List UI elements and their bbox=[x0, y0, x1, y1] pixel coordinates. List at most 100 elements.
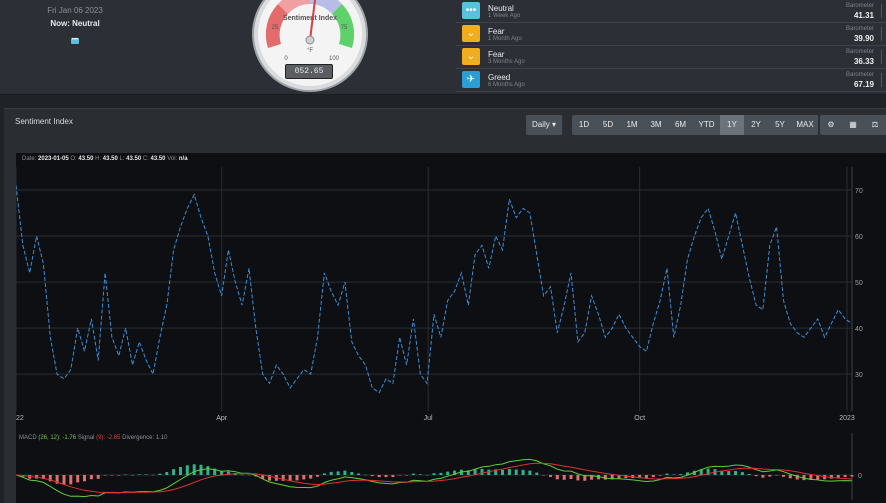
macd-histogram-bar bbox=[816, 475, 820, 480]
range-1y[interactable]: 1Y bbox=[720, 115, 745, 135]
macd-histogram-bar bbox=[411, 473, 415, 475]
macd-histogram-bar bbox=[651, 475, 655, 478]
macd-histogram-bar bbox=[754, 475, 758, 477]
macd-histogram-bar bbox=[494, 469, 498, 475]
gauge-tick-25: 25 bbox=[272, 25, 279, 31]
y-tick-label: 60 bbox=[855, 234, 863, 241]
macd-histogram-bar bbox=[288, 475, 292, 481]
scale-icon[interactable]: ⚖ bbox=[864, 115, 886, 135]
interval-dropdown[interactable]: Daily ▾ bbox=[526, 115, 563, 135]
range-ytd[interactable]: YTD bbox=[693, 115, 721, 135]
macd-histogram-bar bbox=[309, 475, 313, 479]
macd-histogram-bar bbox=[144, 474, 148, 475]
macd-div-label: Divergence: bbox=[122, 435, 155, 441]
gauge-readout: 052.65 bbox=[285, 64, 333, 79]
history-ago: 1 Week Ago bbox=[488, 13, 521, 19]
history-value: 67.19 bbox=[853, 80, 874, 89]
macd-histogram-bar bbox=[727, 471, 731, 475]
macd-histogram-bar bbox=[501, 469, 504, 475]
macd-histogram-bar bbox=[603, 475, 607, 480]
range-6m[interactable]: 6M bbox=[668, 115, 694, 135]
history-name: Fear bbox=[488, 27, 505, 36]
macd-histogram-bar bbox=[220, 471, 224, 475]
ohlc-close: 43.50 bbox=[150, 156, 166, 162]
macd-histogram-bar bbox=[62, 475, 66, 485]
gauge-tick-100: 100 bbox=[329, 56, 340, 62]
macd-histogram-bar bbox=[576, 475, 580, 481]
history-row[interactable]: ⌄ Fear 1 Month Ago Barometer 39.90 bbox=[456, 23, 886, 46]
history-name: Neutral bbox=[488, 4, 514, 13]
ohlc-open-label: O: bbox=[70, 156, 77, 162]
range-5d[interactable]: 5D bbox=[596, 115, 621, 135]
range-3m[interactable]: 3M bbox=[644, 115, 669, 135]
range-max[interactable]: MAX bbox=[792, 115, 819, 135]
macd-histogram-bar bbox=[83, 475, 86, 482]
macd-histogram-bar bbox=[55, 475, 59, 484]
range-2y[interactable]: 2Y bbox=[744, 115, 769, 135]
history-label: Barometer bbox=[845, 3, 874, 9]
panel-title: Sentiment Index bbox=[15, 117, 73, 126]
y-tick-label: 30 bbox=[855, 372, 863, 379]
macd-histogram-bar bbox=[507, 469, 511, 475]
calculator-icon[interactable]: ▦ bbox=[842, 115, 865, 135]
macd-histogram-bar bbox=[439, 472, 443, 475]
history-row[interactable]: ✈ Greed 6 Months Ago Barometer 67.19 bbox=[456, 69, 886, 92]
macd-histogram-bar bbox=[665, 473, 669, 475]
sentiment-gauge: Sentiment Index 0 25 75 100 °F bbox=[252, 0, 368, 92]
macd-value: -1.76 bbox=[62, 435, 77, 441]
history-ago: 1 Month Ago bbox=[488, 36, 522, 42]
gauge-needle bbox=[309, 0, 316, 41]
history-name: Fear bbox=[488, 50, 505, 59]
history-row[interactable]: ••• Neutral 1 Week Ago Barometer 41.31 bbox=[456, 0, 886, 23]
macd-histogram-bar bbox=[213, 468, 217, 475]
macd-histogram-bar bbox=[398, 475, 402, 476]
macd-histogram-bar bbox=[137, 474, 141, 475]
history-ago: 6 Months Ago bbox=[488, 82, 525, 88]
macd-histogram-bar bbox=[535, 472, 539, 475]
macd-histogram-bar bbox=[843, 475, 847, 477]
history-label: Barometer bbox=[845, 26, 874, 32]
macd-histogram-bar bbox=[117, 475, 121, 476]
range-1d[interactable]: 1D bbox=[572, 115, 597, 135]
macd-histogram-bar bbox=[528, 470, 532, 475]
ohlc-date: 2023-01-05 bbox=[38, 156, 69, 162]
macd-histogram-bar bbox=[706, 468, 710, 475]
chart-area[interactable]: 30 40 50 60 70 2022 Apr Jul Oct 2023 0 Date: 2023-… bbox=[16, 153, 886, 503]
macd-histogram-bar bbox=[370, 475, 374, 477]
macd-histogram-bar bbox=[165, 472, 169, 475]
range-5y[interactable]: 5Y bbox=[768, 115, 793, 135]
macd-line bbox=[16, 458, 853, 498]
chart-panel: Sentiment Index Daily ▾ 1D 5D 1M 3M 6M Y… bbox=[4, 108, 886, 503]
macd-histogram-bar bbox=[425, 474, 429, 476]
macd-histogram-bar bbox=[597, 475, 600, 480]
ohlc-low-label: L: bbox=[119, 156, 125, 162]
macd-histogram-bar bbox=[281, 475, 285, 481]
chevron-down-icon: ⌄ bbox=[462, 25, 480, 42]
macd-histogram-bar bbox=[549, 475, 552, 477]
macd-histogram-bar bbox=[185, 465, 189, 475]
macd-histogram-bar bbox=[350, 472, 354, 475]
macd-histogram-bar bbox=[302, 475, 306, 480]
macd-histogram-bar bbox=[521, 469, 525, 475]
row-divider bbox=[881, 27, 886, 41]
history-value: 41.31 bbox=[853, 11, 874, 20]
macd-histogram-bar bbox=[686, 472, 689, 475]
macd-histogram-bar bbox=[617, 475, 621, 479]
range-1m[interactable]: 1M bbox=[620, 115, 645, 135]
macd-histogram-bar bbox=[809, 475, 813, 480]
ohlc-readout: Date: 2023-01-05 O: 43.50 H: 43.50 L: 43… bbox=[22, 156, 188, 162]
macd-histogram-bar bbox=[124, 474, 128, 475]
macd-histogram-bar bbox=[734, 471, 737, 475]
x-tick-label: Jul bbox=[424, 415, 433, 422]
history-row[interactable]: ⌄ Fear 3 Months Ago Barometer 36.33 bbox=[456, 46, 886, 69]
macd-histogram-bar bbox=[179, 467, 182, 475]
macd-histogram-bar bbox=[679, 474, 683, 475]
indicators-icon[interactable]: ⚙ bbox=[820, 115, 843, 135]
ohlc-vol-label: Vol: bbox=[167, 156, 178, 162]
macd-params: (26, 12): bbox=[38, 435, 61, 441]
macd-histogram-bar bbox=[131, 474, 134, 476]
macd-histogram-bar bbox=[76, 475, 80, 483]
macd-histogram-bar bbox=[295, 475, 299, 481]
macd-histogram-bar bbox=[240, 474, 244, 476]
macd-histogram-bar bbox=[384, 475, 388, 478]
